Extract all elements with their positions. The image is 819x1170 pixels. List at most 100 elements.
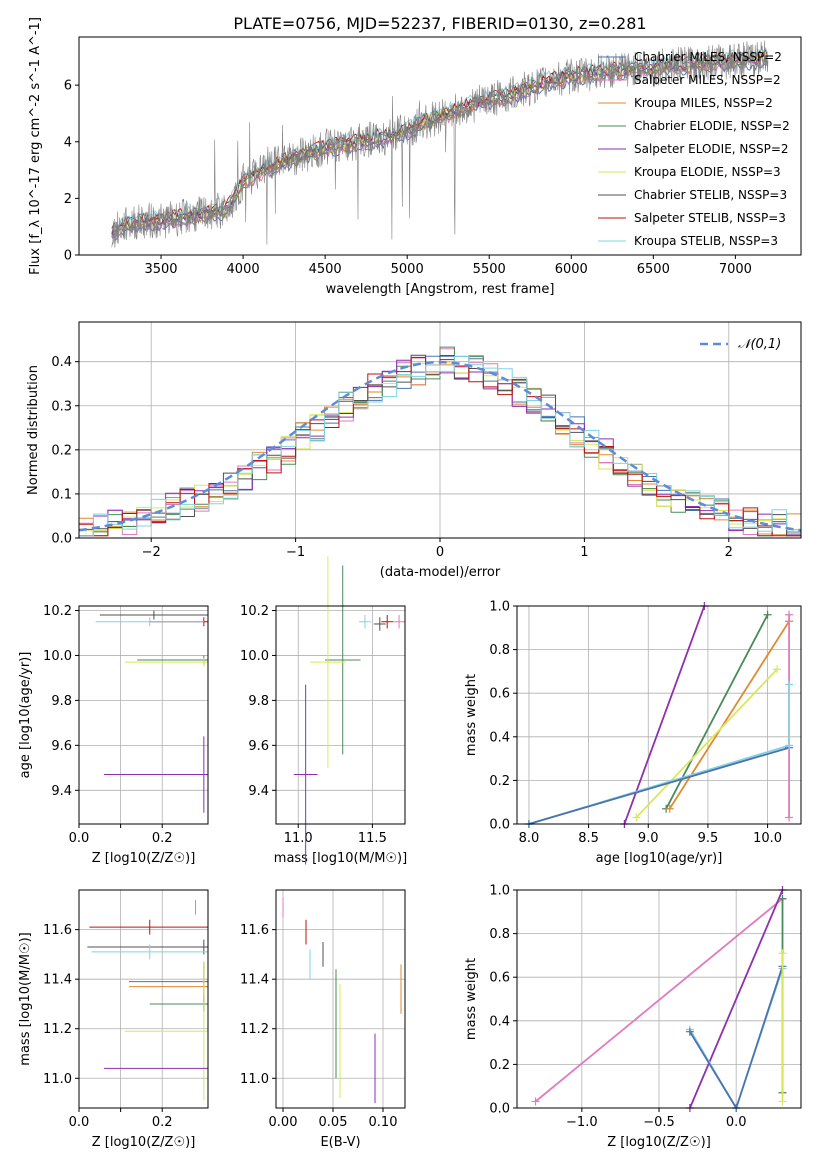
x-tick-label: 0.10 xyxy=(369,1115,398,1130)
y-tick-label: 0.8 xyxy=(489,643,510,658)
y-tick-label: 1.0 xyxy=(489,600,510,615)
y-tick-label: 10.0 xyxy=(43,649,72,664)
weight-vs-metallicity-panel: −1.0 −0.5 0.0 0.0 0.2 0.4 0.6 0.8 1.0 Z [log10(Z/… xyxy=(464,884,802,1150)
x-axis-label: wavelength [Angstrom, rest frame] xyxy=(326,282,555,297)
y-tick-label: 10.2 xyxy=(43,604,72,619)
legend-entry: 𝒩(0,1) xyxy=(738,337,781,352)
y-tick-label: 9.4 xyxy=(248,784,269,799)
weight-marker-kroupa_elodie xyxy=(778,949,787,958)
x-tick-label: 6000 xyxy=(555,262,588,277)
x-tick-label: 4000 xyxy=(227,262,260,277)
axes-frame xyxy=(78,605,209,825)
y-tick-label: 0.3 xyxy=(51,399,72,414)
axes-frame xyxy=(275,605,406,825)
legend-entry-salpeter_miles: Salpeter MILES, NSSP=2 xyxy=(634,73,781,87)
y-tick-label: 0.2 xyxy=(489,774,510,789)
axes-frame xyxy=(516,889,802,1109)
mass-vs-ebv-panel: 0.00 0.05 0.10 11.0 11.2 11.4 11.6 E(B-V) xyxy=(240,889,406,1150)
age-vs-metallicity-panel: 0.0 0.2 9.4 9.6 9.8 10.0 10.2 Z [log10(Z/Z☉)] ag… xyxy=(18,604,209,866)
x-tick-label: 0.0 xyxy=(726,1115,747,1130)
weight-marker-kroupa_miles xyxy=(665,804,674,813)
y-tick-label: 0.1 xyxy=(51,487,72,502)
y-tick-label: 4 xyxy=(64,135,72,150)
y-axis-label: mass weight xyxy=(464,674,479,756)
y-tick-label: 0.0 xyxy=(51,532,72,547)
y-tick-label: 10.0 xyxy=(240,649,269,664)
y-tick-label: 11.2 xyxy=(240,1022,269,1037)
weight-marker-chabrier_elodie xyxy=(763,610,772,619)
weight-line-chabrier_elodie xyxy=(665,614,769,810)
x-tick-label: −2 xyxy=(142,545,161,560)
x-tick-label: 8.5 xyxy=(578,831,599,846)
y-tick-label: 11.6 xyxy=(43,923,72,938)
legend-entry-chabrier_miles: Chabrier MILES, NSSP=2 xyxy=(634,50,782,64)
y-tick-label: 11.6 xyxy=(240,923,269,938)
observed-spectrum-line xyxy=(111,40,769,248)
y-tick-label: 11.0 xyxy=(240,1072,269,1087)
weight-marker-chabrier_miles xyxy=(685,1027,694,1036)
y-axis-label: Flux [f_λ 10^-17 erg cm^-2 s^-1 A^-1] xyxy=(28,17,43,275)
y-tick-label: 11.4 xyxy=(43,973,72,988)
y-tick-label: 9.8 xyxy=(51,694,72,709)
weight-line-kroupa_elodie xyxy=(635,668,778,819)
legend-entry-salpeter_elodie: Salpeter ELODIE, NSSP=2 xyxy=(634,142,789,156)
weight-marker-kroupa_elodie xyxy=(778,1097,787,1106)
y-tick-label: 2 xyxy=(64,192,72,207)
age-vs-mass-panel: 11.0 11.5 9.4 9.6 9.8 10.0 10.2 mass [log10(M/M… xyxy=(240,556,407,866)
weight-marker-salpeter_miles xyxy=(531,1097,540,1106)
x-tick-label: 9.5 xyxy=(698,831,719,846)
x-tick-label: −1 xyxy=(286,545,305,560)
x-tick-label: 0.05 xyxy=(319,1115,348,1130)
x-axis-label: mass [log10(M/M☉)] xyxy=(274,851,407,866)
y-tick-label: 6 xyxy=(64,79,72,94)
x-tick-label: 11.5 xyxy=(358,831,387,846)
y-tick-label: 0.4 xyxy=(489,1014,510,1029)
y-tick-label: 0 xyxy=(64,249,72,264)
x-tick-label: 3500 xyxy=(144,262,177,277)
x-tick-label: 10.0 xyxy=(753,831,782,846)
axes-frame xyxy=(78,321,802,539)
x-tick-label: 5000 xyxy=(391,262,424,277)
y-axis-label: mass weight xyxy=(464,958,479,1040)
x-tick-label: 4500 xyxy=(309,262,342,277)
y-tick-label: 0.8 xyxy=(489,927,510,942)
x-tick-label: 7000 xyxy=(719,262,752,277)
y-tick-label: 11.2 xyxy=(43,1022,72,1037)
y-tick-label: 11.4 xyxy=(240,973,269,988)
axes-frame xyxy=(516,605,802,825)
x-axis-label: E(B-V) xyxy=(320,1135,360,1150)
y-tick-label: 0.0 xyxy=(489,1102,510,1117)
legend-entry-kroupa_stelib: Kroupa STELIB, NSSP=3 xyxy=(634,234,778,248)
y-tick-label: 9.6 xyxy=(248,739,269,754)
weight-marker-kroupa_elodie xyxy=(632,813,641,822)
weight-vs-age-panel: 8.0 8.5 9.0 9.5 10.0 0.0 0.2 0.4 0.6 0.8 1.0 age [l… xyxy=(464,600,802,866)
x-tick-label: 2 xyxy=(725,545,733,560)
y-tick-label: 9.6 xyxy=(51,739,72,754)
y-tick-label: 0.2 xyxy=(51,443,72,458)
y-tick-label: 11.0 xyxy=(43,1072,72,1087)
y-axis-label: age [log10(age/yr)] xyxy=(18,652,33,779)
weight-marker-chabrier_elodie xyxy=(778,894,787,903)
weight-marker-salpeter_miles xyxy=(785,813,794,822)
y-tick-label: 10.2 xyxy=(240,604,269,619)
y-tick-label: 9.8 xyxy=(248,694,269,709)
x-tick-label: 0.00 xyxy=(269,1115,298,1130)
y-tick-label: 0.2 xyxy=(489,1058,510,1073)
x-axis-label: Z [log10(Z/Z☉)] xyxy=(92,1135,196,1150)
x-tick-label: −0.5 xyxy=(643,1115,675,1130)
weight-marker-kroupa_stelib xyxy=(785,741,794,750)
y-tick-label: 0.4 xyxy=(489,730,510,745)
x-axis-label: Z [log10(Z/Z☉)] xyxy=(607,1135,711,1150)
y-axis-label: Normed distribution xyxy=(26,365,41,495)
x-tick-label: 0.0 xyxy=(69,1115,90,1130)
legend-entry-salpeter_stelib: Salpeter STELIB, NSSP=3 xyxy=(634,211,786,225)
weight-marker-salpeter_miles xyxy=(785,610,794,619)
axes-frame xyxy=(78,36,802,256)
x-tick-label: 0.2 xyxy=(152,1115,173,1130)
legend-entry-kroupa_miles: Kroupa MILES, NSSP=2 xyxy=(634,96,773,110)
x-tick-label: 0 xyxy=(436,545,444,560)
x-axis-label: Z [log10(Z/Z☉)] xyxy=(92,851,196,866)
y-tick-label: 1.0 xyxy=(489,884,510,899)
mass-vs-metallicity-panel: 0.0 0.2 11.0 11.2 11.4 11.6 Z [log10(Z/Z☉)] mas… xyxy=(18,889,209,1150)
x-tick-label: 0.2 xyxy=(152,831,173,846)
